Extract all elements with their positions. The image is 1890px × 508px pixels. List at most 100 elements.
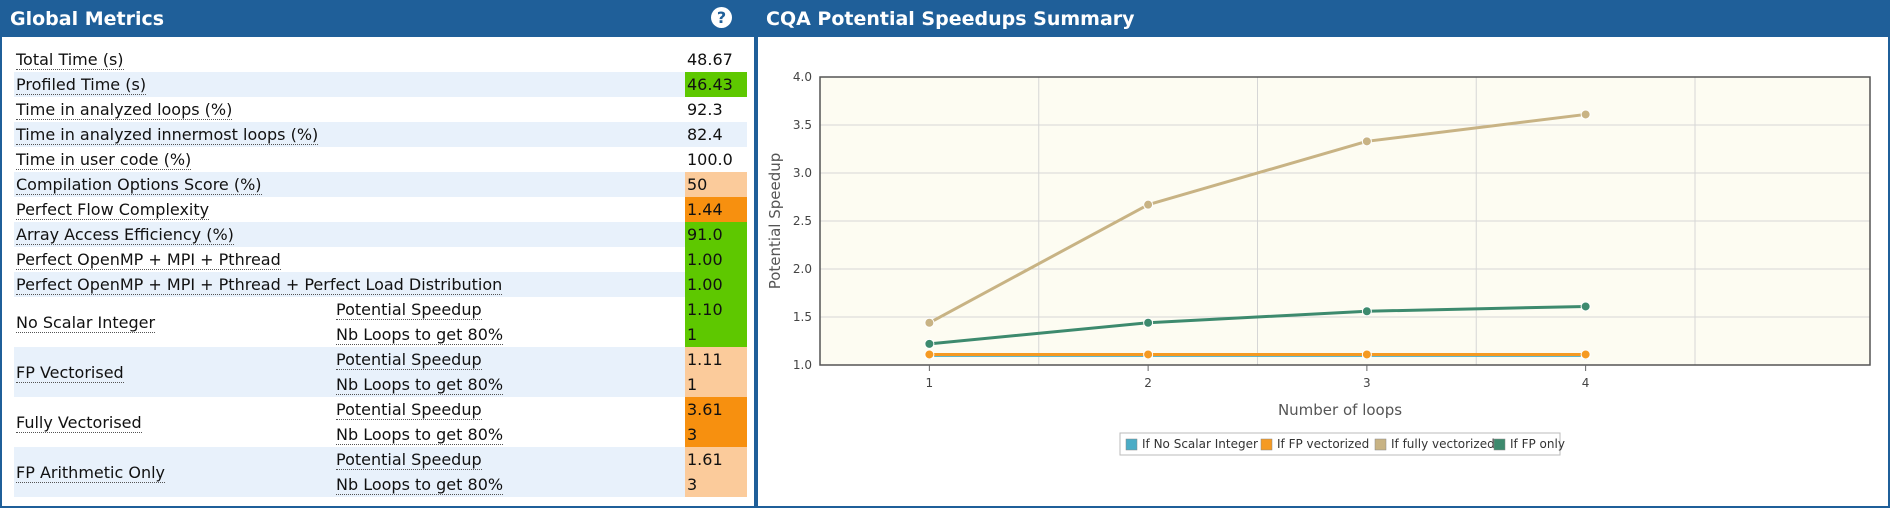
legend-swatch[interactable]: [1125, 438, 1138, 451]
legend-item[interactable]: If fully vectorized: [1391, 437, 1495, 451]
data-point[interactable]: [924, 317, 935, 328]
legend-item[interactable]: If FP vectorized: [1277, 437, 1369, 451]
nb-loops-label[interactable]: Nb Loops to get 80%: [336, 475, 504, 495]
data-point[interactable]: [1143, 349, 1154, 360]
metric-name[interactable]: Time in analyzed loops (%): [16, 100, 233, 120]
y-tick-label: 1.5: [793, 310, 812, 324]
y-tick-label: 2.5: [793, 214, 812, 228]
metric-row: Time in analyzed innermost loops (%) 82.4: [14, 122, 747, 147]
metric-row: Profiled Time (s) 46.43: [14, 72, 747, 97]
data-point[interactable]: [1143, 199, 1154, 210]
metric-row: Array Access Efficiency (%) 91.0: [14, 222, 747, 247]
global-metrics-header: Global Metrics ?: [2, 2, 754, 37]
legend-swatch[interactable]: [1260, 438, 1273, 451]
nb-loops-value: 3: [685, 472, 747, 497]
data-point[interactable]: [924, 349, 935, 360]
data-point[interactable]: [1143, 317, 1154, 328]
speedup-group-row: Nb Loops to get 80% 3: [14, 472, 747, 497]
metric-row: Perfect OpenMP + MPI + Pthread + Perfect…: [14, 272, 747, 297]
series-line[interactable]: [928, 112, 1586, 325]
metric-row: Time in user code (%) 100.0: [14, 147, 747, 172]
metric-name[interactable]: Time in user code (%): [16, 150, 192, 170]
cqa-speedups-panel: CQA Potential Speedups Summary 1.0 1.5 2.0…: [756, 0, 1890, 508]
legend-swatch[interactable]: [1374, 438, 1387, 451]
speedup-group-row: Nb Loops to get 80% 1: [14, 372, 747, 397]
data-point[interactable]: [1580, 301, 1591, 312]
nb-loops-value: 3: [685, 422, 747, 447]
nb-loops-value: 1: [685, 322, 747, 347]
x-tick-label: 1: [926, 376, 934, 390]
potential-speedup-label[interactable]: Potential Speedup: [336, 400, 482, 420]
x-tick-label: 3: [1363, 376, 1371, 390]
legend-item[interactable]: If No Scalar Integer: [1142, 437, 1258, 451]
cqa-speedups-title: CQA Potential Speedups Summary: [766, 8, 1135, 30]
data-point[interactable]: [1361, 349, 1372, 360]
y-tick-label: 1.0: [793, 358, 812, 372]
data-point[interactable]: [1580, 349, 1591, 360]
legend-box: [1119, 432, 1561, 456]
potential-speedup-label[interactable]: Potential Speedup: [336, 350, 482, 370]
metric-row: Compilation Options Score (%) 50: [14, 172, 747, 197]
nb-loops-label[interactable]: Nb Loops to get 80%: [336, 425, 504, 445]
metric-row: Time in analyzed loops (%) 92.3: [14, 97, 747, 122]
metrics-table: Total Time (s) 48.67 Profiled Time (s) 46.4…: [14, 47, 747, 497]
metric-name[interactable]: Perfect Flow Complexity: [16, 200, 210, 220]
metric-value: 1.00: [685, 272, 747, 297]
speedup-group-name[interactable]: FP Vectorised: [16, 362, 124, 383]
metric-name[interactable]: Array Access Efficiency (%): [16, 225, 234, 245]
data-point[interactable]: [1580, 109, 1591, 120]
legend-swatch[interactable]: [1493, 438, 1506, 451]
potential-speedup-label[interactable]: Potential Speedup: [336, 300, 482, 320]
speedup-chart: 1.0 1.5 2.0 2.5 3.0 3.5 4.0 1 2 3 4 Number of loops…: [766, 70, 1871, 456]
metric-value: 50: [685, 172, 747, 197]
y-tick-label: 4.0: [793, 70, 812, 84]
metric-name[interactable]: Time in analyzed innermost loops (%): [16, 125, 319, 145]
metric-name[interactable]: Compilation Options Score (%): [16, 175, 262, 195]
question-circle-icon[interactable]: ?: [711, 7, 732, 28]
metric-name[interactable]: Perfect OpenMP + MPI + Pthread + Perfect…: [16, 275, 503, 295]
x-tick-label: 2: [1144, 376, 1152, 390]
nb-loops-value: 1: [685, 372, 747, 397]
global-metrics-title: Global Metrics: [10, 8, 165, 30]
metric-row: Perfect Flow Complexity 1.44: [14, 197, 747, 222]
y-axis-title: Potential Speedup: [766, 153, 784, 290]
metric-value: 100.0: [687, 150, 733, 169]
metric-value: 91.0: [685, 222, 747, 247]
metric-row: Perfect OpenMP + MPI + Pthread 1.00: [14, 247, 747, 272]
metric-value: 82.4: [685, 122, 747, 147]
nb-loops-label[interactable]: Nb Loops to get 80%: [336, 325, 504, 345]
metric-value: 48.67: [687, 50, 733, 69]
data-point[interactable]: [924, 338, 935, 349]
nb-loops-label[interactable]: Nb Loops to get 80%: [336, 375, 504, 395]
metric-name[interactable]: Profiled Time (s): [16, 75, 147, 95]
y-tick-label: 3.5: [793, 118, 812, 132]
speedup-group-name[interactable]: No Scalar Integer: [16, 312, 156, 333]
speedup-group-row: FP Arithmetic Only Potential Speedup 1.61: [14, 447, 747, 497]
metric-value: 1.44: [685, 197, 747, 222]
metric-value: 46.43: [685, 72, 747, 97]
speedup-group-name[interactable]: Fully Vectorised: [16, 412, 142, 433]
potential-speedup-label[interactable]: Potential Speedup: [336, 450, 482, 470]
speedup-group-name[interactable]: FP Arithmetic Only: [16, 462, 165, 483]
y-tick-label: 3.0: [793, 166, 812, 180]
metric-name[interactable]: Perfect OpenMP + MPI + Pthread: [16, 250, 281, 270]
series-line[interactable]: [929, 304, 1586, 346]
metric-value: 1.00: [685, 247, 747, 272]
speedup-group-row: No Scalar Integer Potential Speedup 1.10: [14, 297, 747, 333]
potential-speedup-value: 1.10: [685, 297, 747, 322]
potential-speedup-value: 3.61: [685, 397, 747, 422]
x-axis-title: Number of loops: [1278, 401, 1402, 419]
speedup-group-row: Nb Loops to get 80% 1: [14, 322, 747, 347]
cqa-speedups-header: CQA Potential Speedups Summary: [758, 2, 1888, 37]
global-metrics-panel: Global Metrics ? Total Time (s) 48.67 Prof…: [0, 0, 756, 508]
legend-item[interactable]: If FP only: [1510, 437, 1565, 451]
speedup-group-row: FP Vectorised Potential Speedup 1.11: [14, 347, 747, 397]
metric-name[interactable]: Total Time (s): [16, 50, 124, 70]
plot-frame: [819, 76, 1871, 366]
metric-value: 92.3: [687, 100, 723, 119]
potential-speedup-value: 1.11: [685, 347, 747, 372]
data-point[interactable]: [1361, 136, 1372, 147]
y-tick-label: 2.0: [793, 262, 812, 276]
data-point[interactable]: [1361, 306, 1372, 317]
speedup-group-row: Nb Loops to get 80% 3: [14, 422, 747, 447]
